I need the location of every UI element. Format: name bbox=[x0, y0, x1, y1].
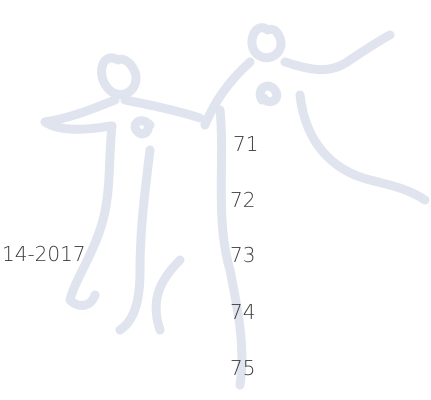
page: {"side_text": "14-2017", "page_numbers":… bbox=[0, 0, 431, 400]
page-number: 71 bbox=[233, 132, 258, 156]
page-number: 73 bbox=[230, 243, 255, 267]
watermark-figures bbox=[0, 0, 431, 400]
page-number: 75 bbox=[230, 356, 255, 380]
page-number: 74 bbox=[230, 300, 255, 324]
side-text: 14-2017 bbox=[2, 242, 86, 266]
page-number: 72 bbox=[230, 188, 255, 212]
